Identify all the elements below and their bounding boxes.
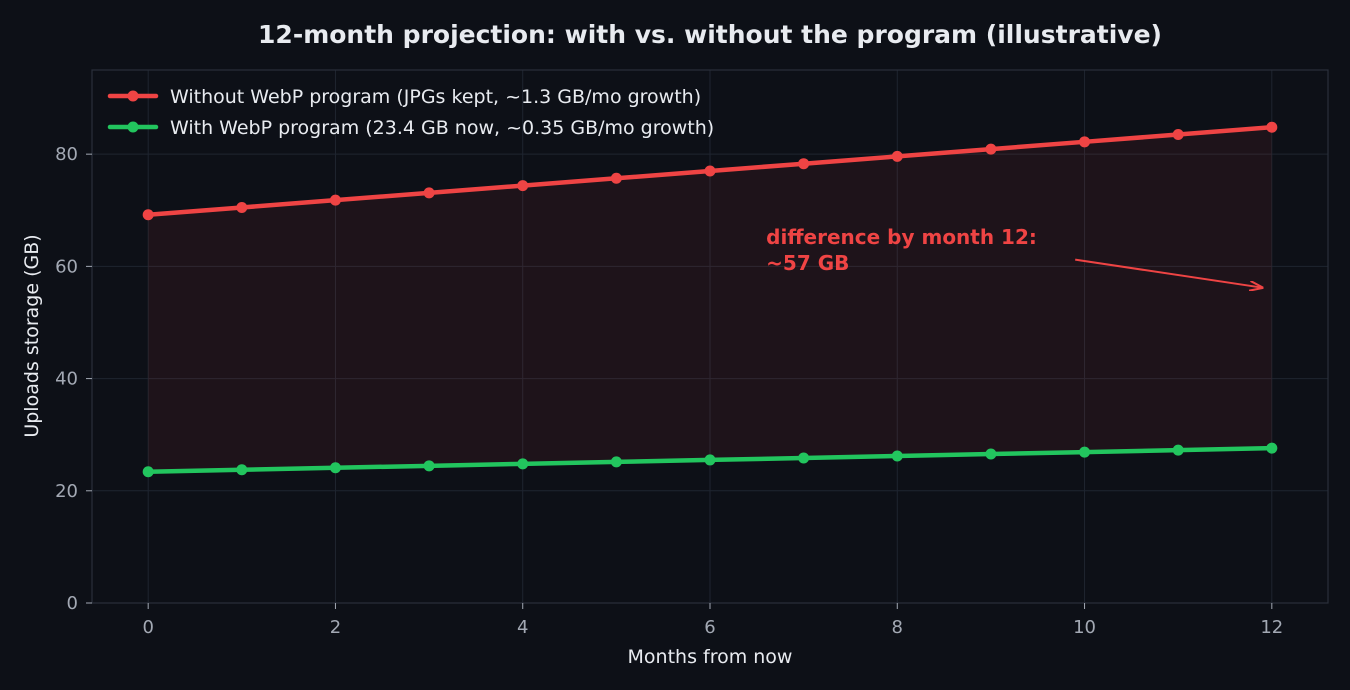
series-0-point [891, 150, 903, 162]
series-1-point [798, 452, 810, 464]
y-tick-label: 0 [67, 593, 78, 614]
x-axis-label: Months from now [628, 646, 793, 668]
series-1-point [1172, 444, 1184, 456]
series-0-point [610, 172, 622, 184]
series-1-point [142, 466, 154, 478]
legend-label-1: With WebP program (23.4 GB now, ~0.35 GB… [170, 117, 714, 139]
series-0-point [142, 209, 154, 221]
x-tick-label: 8 [892, 617, 903, 638]
series-1-point [329, 462, 341, 474]
series-1-point [610, 456, 622, 468]
series-1-point [423, 460, 435, 472]
series-1-point [236, 464, 248, 476]
x-tick-label: 10 [1073, 617, 1096, 638]
chart-title: 12-month projection: with vs. without th… [258, 20, 1162, 49]
y-tick-label: 60 [55, 256, 78, 277]
legend-marker-0 [127, 90, 139, 102]
series-1-point [891, 450, 903, 462]
legend-marker-1 [127, 121, 139, 133]
x-tick-label: 0 [142, 617, 153, 638]
y-tick-label: 80 [55, 144, 78, 165]
annotation-text-line: ~57 GB [766, 251, 849, 275]
difference-fill-area [148, 127, 1272, 472]
legend-label-0: Without WebP program (JPGs kept, ~1.3 GB… [170, 86, 701, 108]
x-tick-label: 6 [704, 617, 715, 638]
y-tick-label: 40 [55, 369, 78, 390]
x-tick-label: 4 [517, 617, 528, 638]
series-1-point [1079, 446, 1091, 458]
series-0-point [798, 158, 810, 170]
series-1-point [1266, 442, 1278, 454]
series-0-point [1079, 136, 1091, 148]
x-tick-label: 2 [330, 617, 341, 638]
annotation-arrow [1075, 258, 1262, 288]
series-0-point [985, 143, 997, 155]
y-axis-label: Uploads storage (GB) [21, 234, 43, 437]
series-1-point [985, 448, 997, 460]
x-tick-label: 12 [1260, 617, 1283, 638]
y-tick-label: 20 [55, 481, 78, 502]
series-0-point [517, 180, 529, 192]
series-0-point [329, 194, 341, 206]
series-0-point [236, 201, 248, 213]
series-0-point [423, 187, 435, 199]
series-0-point [704, 165, 716, 177]
series-0-point [1266, 121, 1278, 133]
series-1-point [704, 454, 716, 466]
annotation-text-line: difference by month 12: [766, 225, 1037, 249]
series-1-point [517, 458, 529, 470]
series-0-point [1172, 129, 1184, 141]
